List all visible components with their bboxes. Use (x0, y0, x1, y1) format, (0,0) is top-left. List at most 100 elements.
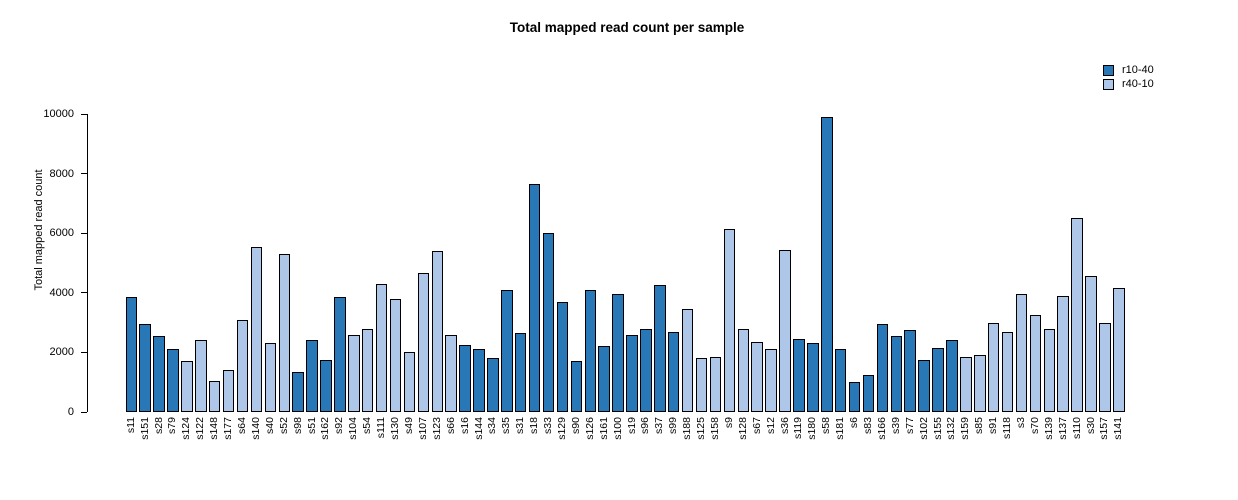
bar-s11 (125, 297, 137, 412)
y-axis-tick (80, 292, 87, 294)
x-tick-label-s126: s126 (583, 417, 596, 440)
bar-s36 (779, 249, 791, 412)
bar-s151 (139, 324, 151, 412)
x-tick-label-s6: s6 (848, 417, 861, 429)
bar-s181 (834, 349, 847, 412)
bar-s19 (626, 334, 638, 412)
bar-s18 (528, 184, 541, 412)
x-tick-label-s92: s92 (333, 417, 346, 434)
bar-s119 (793, 338, 805, 412)
x-tick-label-s166: s166 (875, 417, 888, 440)
x-tick-label-s148: s148 (208, 417, 221, 440)
bar-s9 (723, 228, 736, 412)
x-tick-label-s36: s36 (778, 417, 791, 434)
x-tick-label-s31: s31 (514, 417, 527, 434)
bar-s158 (709, 356, 722, 412)
x-tick-label-s161: s161 (597, 417, 610, 440)
bar-s30 (1085, 276, 1097, 412)
x-tick-label-s110: s110 (1070, 417, 1083, 439)
x-tick-label-s52: s52 (277, 417, 290, 434)
x-tick-label-s90: s90 (569, 417, 582, 434)
x-tick-label-s34: s34 (486, 417, 499, 434)
bar-s118 (1001, 331, 1014, 412)
x-tick-label-s91: s91 (987, 417, 1000, 434)
x-tick-label-s49: s49 (402, 417, 415, 434)
bar-s51 (306, 340, 318, 412)
bar-s83 (862, 374, 875, 412)
x-tick-label-s30: s30 (1084, 417, 1097, 434)
bar-s124 (181, 361, 193, 412)
bar-s148 (208, 380, 221, 412)
x-tick-label-s18: s18 (528, 417, 541, 434)
bar-s139 (1043, 328, 1056, 412)
bar-s37 (654, 285, 666, 412)
bar-s3 (1015, 294, 1028, 412)
bar-s6 (848, 382, 861, 412)
y-axis-tick-label: 0 (67, 406, 74, 418)
x-tick-label-s100: s100 (611, 417, 624, 440)
x-tick-label-s77: s77 (903, 417, 916, 434)
x-tick-label-s141: s141 (1112, 417, 1125, 440)
x-tick-label-s162: s162 (319, 417, 332, 440)
bar-s132 (946, 340, 958, 412)
bar-s90 (570, 361, 583, 412)
bar-s123 (431, 251, 444, 412)
bar-s159 (960, 356, 972, 412)
x-tick-label-s144: s144 (472, 417, 485, 440)
x-tick-label-s188: s188 (681, 417, 694, 440)
x-tick-label-s155: s155 (931, 417, 944, 440)
legend: r10-40 r40-10 (1103, 63, 1154, 91)
bar-s28 (153, 336, 165, 412)
bar-s85 (974, 355, 986, 412)
bar-s110 (1071, 218, 1083, 412)
bar-s98 (292, 371, 304, 412)
bar-s91 (987, 322, 1000, 412)
bar-s141 (1113, 288, 1125, 412)
bar-s40 (264, 343, 277, 412)
x-tick-label-s118: s118 (1001, 417, 1014, 439)
y-axis-tick-label: 10000 (43, 108, 74, 120)
x-tick-label-s157: s157 (1098, 417, 1111, 440)
x-tick-label-s139: s139 (1042, 417, 1055, 440)
bar-s34 (487, 358, 499, 412)
y-axis-tick-label: 8000 (49, 167, 74, 180)
x-tick-label-s181: s181 (834, 417, 847, 440)
x-tick-label-s9: s9 (722, 417, 735, 429)
bar-s137 (1057, 295, 1069, 412)
x-tick-label-s98: s98 (291, 417, 304, 434)
bar-s144 (473, 349, 485, 412)
bar-s100 (612, 294, 624, 412)
bar-s157 (1099, 322, 1111, 412)
y-axis-tick (80, 113, 87, 115)
x-tick-label-s64: s64 (236, 417, 249, 434)
x-tick-label-s137: s137 (1056, 417, 1069, 440)
x-tick-label-s158: s158 (708, 417, 721, 440)
x-tick-label-s180: s180 (806, 417, 819, 440)
chart-title: Total mapped read count per sample (509, 20, 745, 35)
bar-s52 (278, 254, 290, 412)
bar-s79 (167, 349, 179, 412)
bar-s77 (904, 330, 916, 412)
x-tick-label-s54: s54 (361, 417, 374, 434)
bar-s102 (918, 359, 930, 412)
bar-s128 (737, 328, 750, 412)
bar-s166 (876, 324, 889, 412)
x-tick-label-s40: s40 (263, 417, 276, 434)
bar-s155 (932, 347, 944, 412)
legend-swatch-r40-10 (1103, 78, 1114, 90)
bar-s33 (542, 233, 555, 412)
bar-s39 (890, 336, 903, 412)
bar-s107 (417, 273, 430, 412)
y-axis-tick (80, 232, 87, 234)
x-tick-label-s70: s70 (1028, 417, 1041, 434)
legend-item-r10-40: r10-40 (1103, 63, 1154, 77)
x-tick-label-s151: s151 (138, 417, 151, 440)
x-tick-label-s177: s177 (222, 417, 235, 440)
bar-s162 (320, 359, 332, 412)
bar-s64 (236, 319, 249, 412)
y-axis-tick (80, 351, 87, 353)
x-tick-label-s123: s123 (430, 417, 443, 440)
bar-s35 (501, 289, 513, 412)
x-tick-label-s11: s11 (124, 417, 137, 434)
